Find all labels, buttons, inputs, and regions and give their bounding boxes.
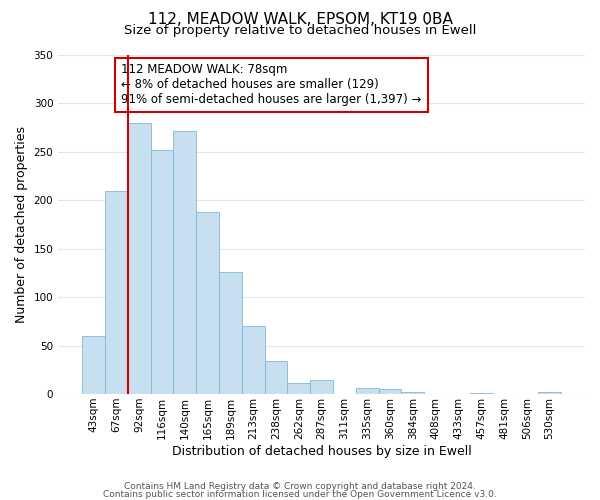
- Bar: [379, 389, 401, 394]
- Text: 112, MEADOW WALK, EPSOM, KT19 0BA: 112, MEADOW WALK, EPSOM, KT19 0BA: [148, 12, 452, 28]
- Text: Contains public sector information licensed under the Open Government Licence v3: Contains public sector information licen…: [103, 490, 497, 499]
- Text: 112 MEADOW WALK: 78sqm
← 8% of detached houses are smaller (129)
91% of semi-det: 112 MEADOW WALK: 78sqm ← 8% of detached …: [121, 64, 422, 106]
- Bar: [128, 123, 151, 394]
- Bar: [470, 393, 493, 394]
- Bar: [310, 380, 333, 394]
- Y-axis label: Number of detached properties: Number of detached properties: [15, 126, 28, 323]
- X-axis label: Distribution of detached houses by size in Ewell: Distribution of detached houses by size …: [172, 444, 472, 458]
- Bar: [356, 388, 379, 394]
- Text: Contains HM Land Registry data © Crown copyright and database right 2024.: Contains HM Land Registry data © Crown c…: [124, 482, 476, 491]
- Bar: [538, 392, 561, 394]
- Bar: [401, 392, 424, 394]
- Bar: [219, 272, 242, 394]
- Bar: [151, 150, 173, 394]
- Bar: [173, 130, 196, 394]
- Bar: [105, 190, 128, 394]
- Bar: [265, 361, 287, 394]
- Bar: [196, 212, 219, 394]
- Text: Size of property relative to detached houses in Ewell: Size of property relative to detached ho…: [124, 24, 476, 37]
- Bar: [287, 384, 310, 394]
- Bar: [82, 336, 105, 394]
- Bar: [242, 326, 265, 394]
